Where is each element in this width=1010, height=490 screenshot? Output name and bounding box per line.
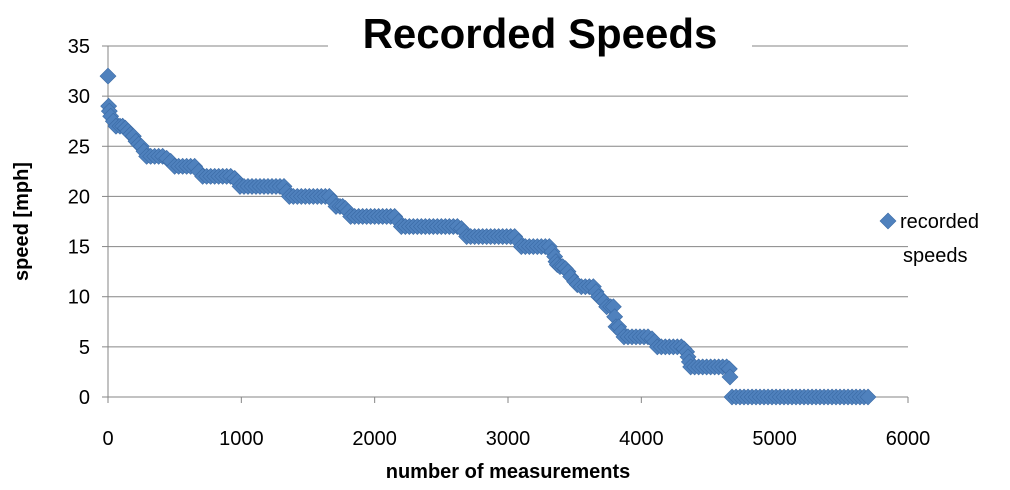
tick-labels: 0 1000 2000 3000 4000 5000 6000 0 5 10 15 20 25 30 35 (68, 36, 931, 450)
y-tick-label: 30 (68, 86, 90, 108)
y-tick-label: 25 (68, 136, 90, 158)
y-tick-label: 20 (68, 186, 90, 208)
chart-title: Recorded Speeds (363, 10, 718, 57)
x-tick-label: 1000 (219, 428, 264, 450)
data-point (859, 388, 877, 406)
x-tick-label: 0 (102, 428, 113, 450)
y-tick-label: 10 (68, 287, 90, 309)
x-tick-label: 4000 (619, 428, 664, 450)
y-tick-label: 15 (68, 237, 90, 259)
x-axis-label: number of measurements (386, 461, 631, 483)
axes (102, 45, 909, 403)
title-background (328, 6, 752, 58)
y-tick-label: 5 (79, 337, 90, 359)
x-tick-label: 3000 (486, 428, 531, 450)
x-tick-label: 2000 (352, 428, 397, 450)
data-points (99, 67, 877, 406)
y-tick-label: 0 (79, 387, 90, 409)
data-point (721, 368, 739, 386)
data-point (99, 67, 117, 85)
legend-label-line2: speeds (903, 245, 968, 267)
x-tick-label: 6000 (886, 428, 931, 450)
y-axis-label: speed [mph] (11, 162, 33, 281)
x-tick-label: 5000 (752, 428, 797, 450)
gridlines (108, 45, 908, 348)
chart-title-group: Recorded Speeds (328, 6, 752, 58)
y-tick-label: 35 (68, 36, 90, 58)
legend-marker-diamond (879, 212, 897, 230)
legend-label-line1: recorded (900, 211, 979, 233)
legend: recorded speeds (879, 211, 979, 267)
